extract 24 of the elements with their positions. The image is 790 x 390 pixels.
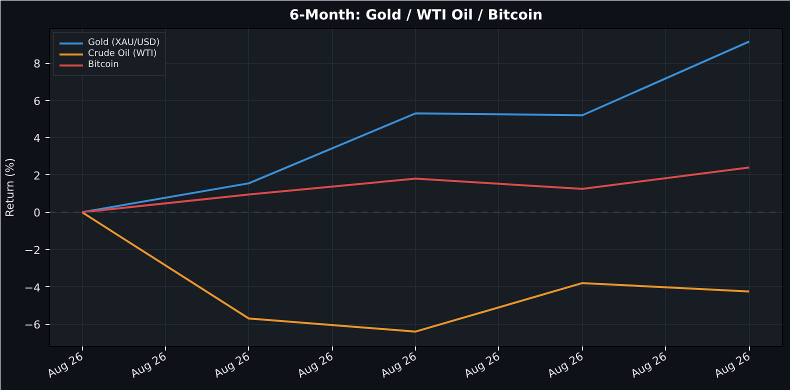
- x-tick-label: Aug 26: [462, 350, 502, 381]
- y-tick-label: 4: [34, 132, 40, 146]
- chart-title: 6-Month: Gold / WTI Oil / Bitcoin: [289, 8, 543, 24]
- y-axis-title: Return (%): [3, 158, 16, 218]
- y-tick-label: −4: [24, 281, 41, 294]
- y-tick-label: −2: [24, 244, 41, 258]
- x-tick-label: Aug 26: [545, 350, 586, 381]
- x-tick-label: Aug 26: [378, 350, 419, 381]
- line-series: [81, 166, 750, 214]
- y-tick-label: 0: [34, 206, 40, 220]
- legend-label: Gold (XAU/USD): [88, 38, 160, 48]
- x-tick-label: Aug 26: [212, 350, 252, 381]
- x-tick-label: Aug 26: [712, 350, 752, 381]
- x-tick-label: Aug 26: [45, 350, 86, 381]
- legend-label: Bitcoin: [88, 60, 119, 70]
- y-tick-label: 2: [34, 169, 40, 182]
- x-tick-label: Aug 26: [128, 350, 169, 381]
- legend-label: Crude Oil (WTI): [88, 49, 157, 59]
- x-tick-label: Aug 26: [295, 350, 336, 381]
- y-tick-label: −6: [24, 318, 41, 332]
- y-tick-label: 6: [34, 94, 40, 108]
- y-tick-label: 8: [34, 58, 40, 71]
- x-tick-label: Aug 26: [628, 350, 670, 381]
- line-series: [81, 211, 750, 333]
